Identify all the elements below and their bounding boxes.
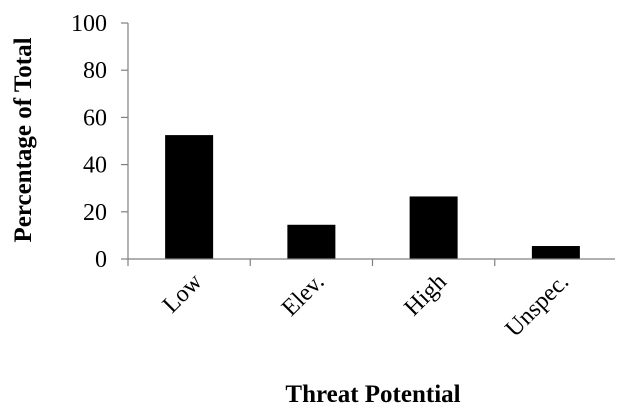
bar: [531, 246, 580, 259]
x-tick-label: Elev.: [277, 269, 330, 322]
y-tick-label: 20: [83, 200, 107, 226]
x-tick-label: High: [400, 269, 452, 321]
bars: [165, 135, 580, 259]
y-axis-ticks: 0 20 40 60 80 100: [71, 11, 128, 273]
y-tick-label: 40: [83, 153, 107, 179]
y-tick-label: 80: [83, 58, 107, 84]
bar: [165, 135, 214, 259]
x-tick-label: Unspec.: [501, 269, 575, 343]
bar: [409, 196, 458, 259]
bar: [287, 224, 336, 259]
x-tick-label: Low: [158, 268, 208, 318]
y-tick-label: 0: [95, 247, 107, 273]
y-tick-label: 100: [71, 11, 107, 37]
x-axis-ticks: Low Elev. High Unspec.: [127, 259, 575, 343]
x-axis-title: Threat Potential: [285, 381, 460, 405]
y-axis-title: Percentage of Total: [10, 37, 37, 242]
y-tick-label: 60: [83, 105, 107, 131]
